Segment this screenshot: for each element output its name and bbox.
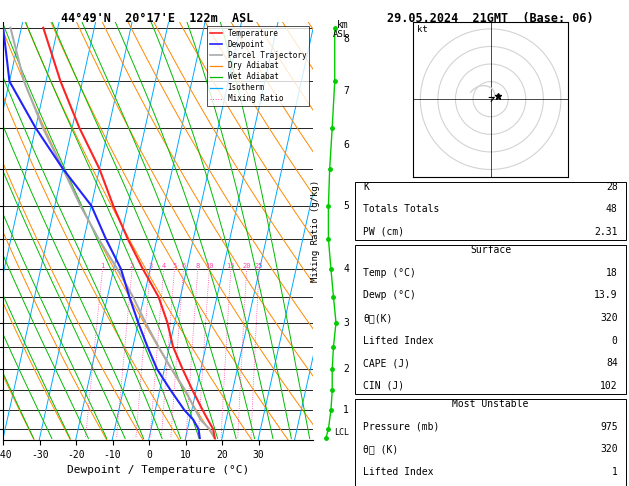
Text: θᴇ (K): θᴇ (K) [364, 444, 399, 454]
Text: 1: 1 [343, 405, 349, 415]
Text: 20: 20 [242, 263, 251, 269]
X-axis label: Dewpoint / Temperature (°C): Dewpoint / Temperature (°C) [67, 465, 249, 475]
Text: 15: 15 [226, 263, 235, 269]
Text: 18: 18 [606, 268, 618, 278]
Text: 8: 8 [196, 263, 200, 269]
Bar [355, 399, 626, 486]
Text: 320: 320 [600, 313, 618, 323]
Text: Dewp (°C): Dewp (°C) [364, 290, 416, 300]
Legend: Temperature, Dewpoint, Parcel Trajectory, Dry Adiabat, Wet Adiabat, Isotherm, Mi: Temperature, Dewpoint, Parcel Trajectory… [207, 26, 309, 106]
Text: Surface: Surface [470, 245, 511, 255]
Text: 6: 6 [343, 140, 349, 150]
Text: 13.9: 13.9 [594, 290, 618, 300]
Text: K: K [364, 182, 369, 191]
Text: 8: 8 [343, 34, 349, 44]
Text: 975: 975 [600, 422, 618, 432]
Text: Totals Totals: Totals Totals [364, 204, 440, 214]
Text: CIN (J): CIN (J) [364, 381, 404, 391]
Text: 2: 2 [130, 263, 134, 269]
Text: km: km [337, 20, 349, 30]
Text: LCL: LCL [334, 428, 349, 437]
Text: Most Unstable: Most Unstable [452, 399, 529, 409]
Text: 3: 3 [343, 318, 349, 328]
Text: PW (cm): PW (cm) [364, 226, 404, 237]
Text: 25: 25 [255, 263, 264, 269]
Bar [355, 182, 626, 240]
Bar [355, 245, 626, 394]
Text: 6: 6 [181, 263, 186, 269]
Text: Lifted Index: Lifted Index [364, 335, 434, 346]
Text: 320: 320 [600, 444, 618, 454]
Text: 5: 5 [343, 201, 349, 210]
Text: 4: 4 [162, 263, 166, 269]
Text: 2: 2 [343, 364, 349, 374]
Text: 0: 0 [612, 335, 618, 346]
Text: CAPE (J): CAPE (J) [364, 358, 411, 368]
Text: 1: 1 [101, 263, 104, 269]
Text: Lifted Index: Lifted Index [364, 467, 434, 477]
Text: 29.05.2024  21GMT  (Base: 06): 29.05.2024 21GMT (Base: 06) [387, 12, 594, 25]
Text: 1: 1 [612, 467, 618, 477]
Text: 102: 102 [600, 381, 618, 391]
Text: θᴇ(K): θᴇ(K) [364, 313, 393, 323]
Text: Mixing Ratio (g/kg): Mixing Ratio (g/kg) [311, 180, 320, 282]
Text: 7: 7 [343, 86, 349, 96]
Text: Pressure (mb): Pressure (mb) [364, 422, 440, 432]
Text: 4: 4 [343, 264, 349, 274]
Text: 44°49'N  20°17'E  122m  ASL: 44°49'N 20°17'E 122m ASL [61, 12, 253, 25]
Text: Temp (°C): Temp (°C) [364, 268, 416, 278]
Text: 48: 48 [606, 204, 618, 214]
Text: 28: 28 [606, 182, 618, 191]
Text: 2.31: 2.31 [594, 226, 618, 237]
Text: 10: 10 [205, 263, 214, 269]
Text: 3: 3 [148, 263, 152, 269]
Text: 84: 84 [606, 358, 618, 368]
Text: 5: 5 [172, 263, 177, 269]
Text: ASL: ASL [333, 30, 349, 39]
